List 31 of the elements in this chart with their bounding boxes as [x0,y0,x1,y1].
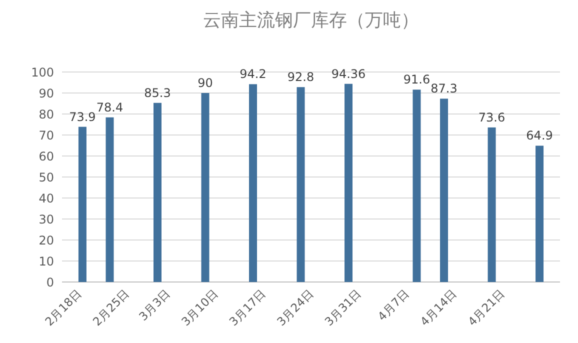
x-tick-label: 4月7日 [374,286,412,324]
data-label: 73.9 [69,110,96,124]
x-tick-label: 4月21日 [465,286,508,329]
data-label: 91.6 [403,72,430,87]
x-tick-label: 4月14日 [417,286,460,329]
x-tick-label: 3月31日 [322,286,364,329]
y-tick-label: 70 [38,128,54,142]
y-tick-label: 30 [38,212,54,226]
data-label: 78.4 [96,100,124,114]
x-tick-label: 3月3日 [136,286,174,324]
y-tick-label: 100 [31,66,54,80]
title: 云南主流钢厂库存（万吨） [203,10,419,31]
data-label: 94.2 [240,67,266,82]
x-tick-label: 3月24日 [274,286,317,329]
data-label: 94.36 [331,66,366,81]
x-tick-label: 3月17日 [226,286,269,329]
y-tick-label: 80 [38,108,54,122]
data-label: 87.3 [430,82,458,96]
x-tick-label: 3月10日 [178,286,222,329]
data-label: 90 [198,76,213,90]
y-tick-label: 10 [38,254,54,268]
data-label: 64.9 [526,128,553,143]
data-label: 92.8 [287,70,314,84]
x-tick-label: 2月25日 [90,286,132,329]
data-label: 85.3 [144,86,171,100]
y-tick-label: 40 [38,192,54,206]
y-tick-label: 60 [38,150,54,164]
data-label: 73.6 [478,110,506,124]
y-tick-label: 50 [38,170,54,184]
y-tick-label: 20 [38,234,54,248]
y-tick-label: 90 [38,86,54,100]
